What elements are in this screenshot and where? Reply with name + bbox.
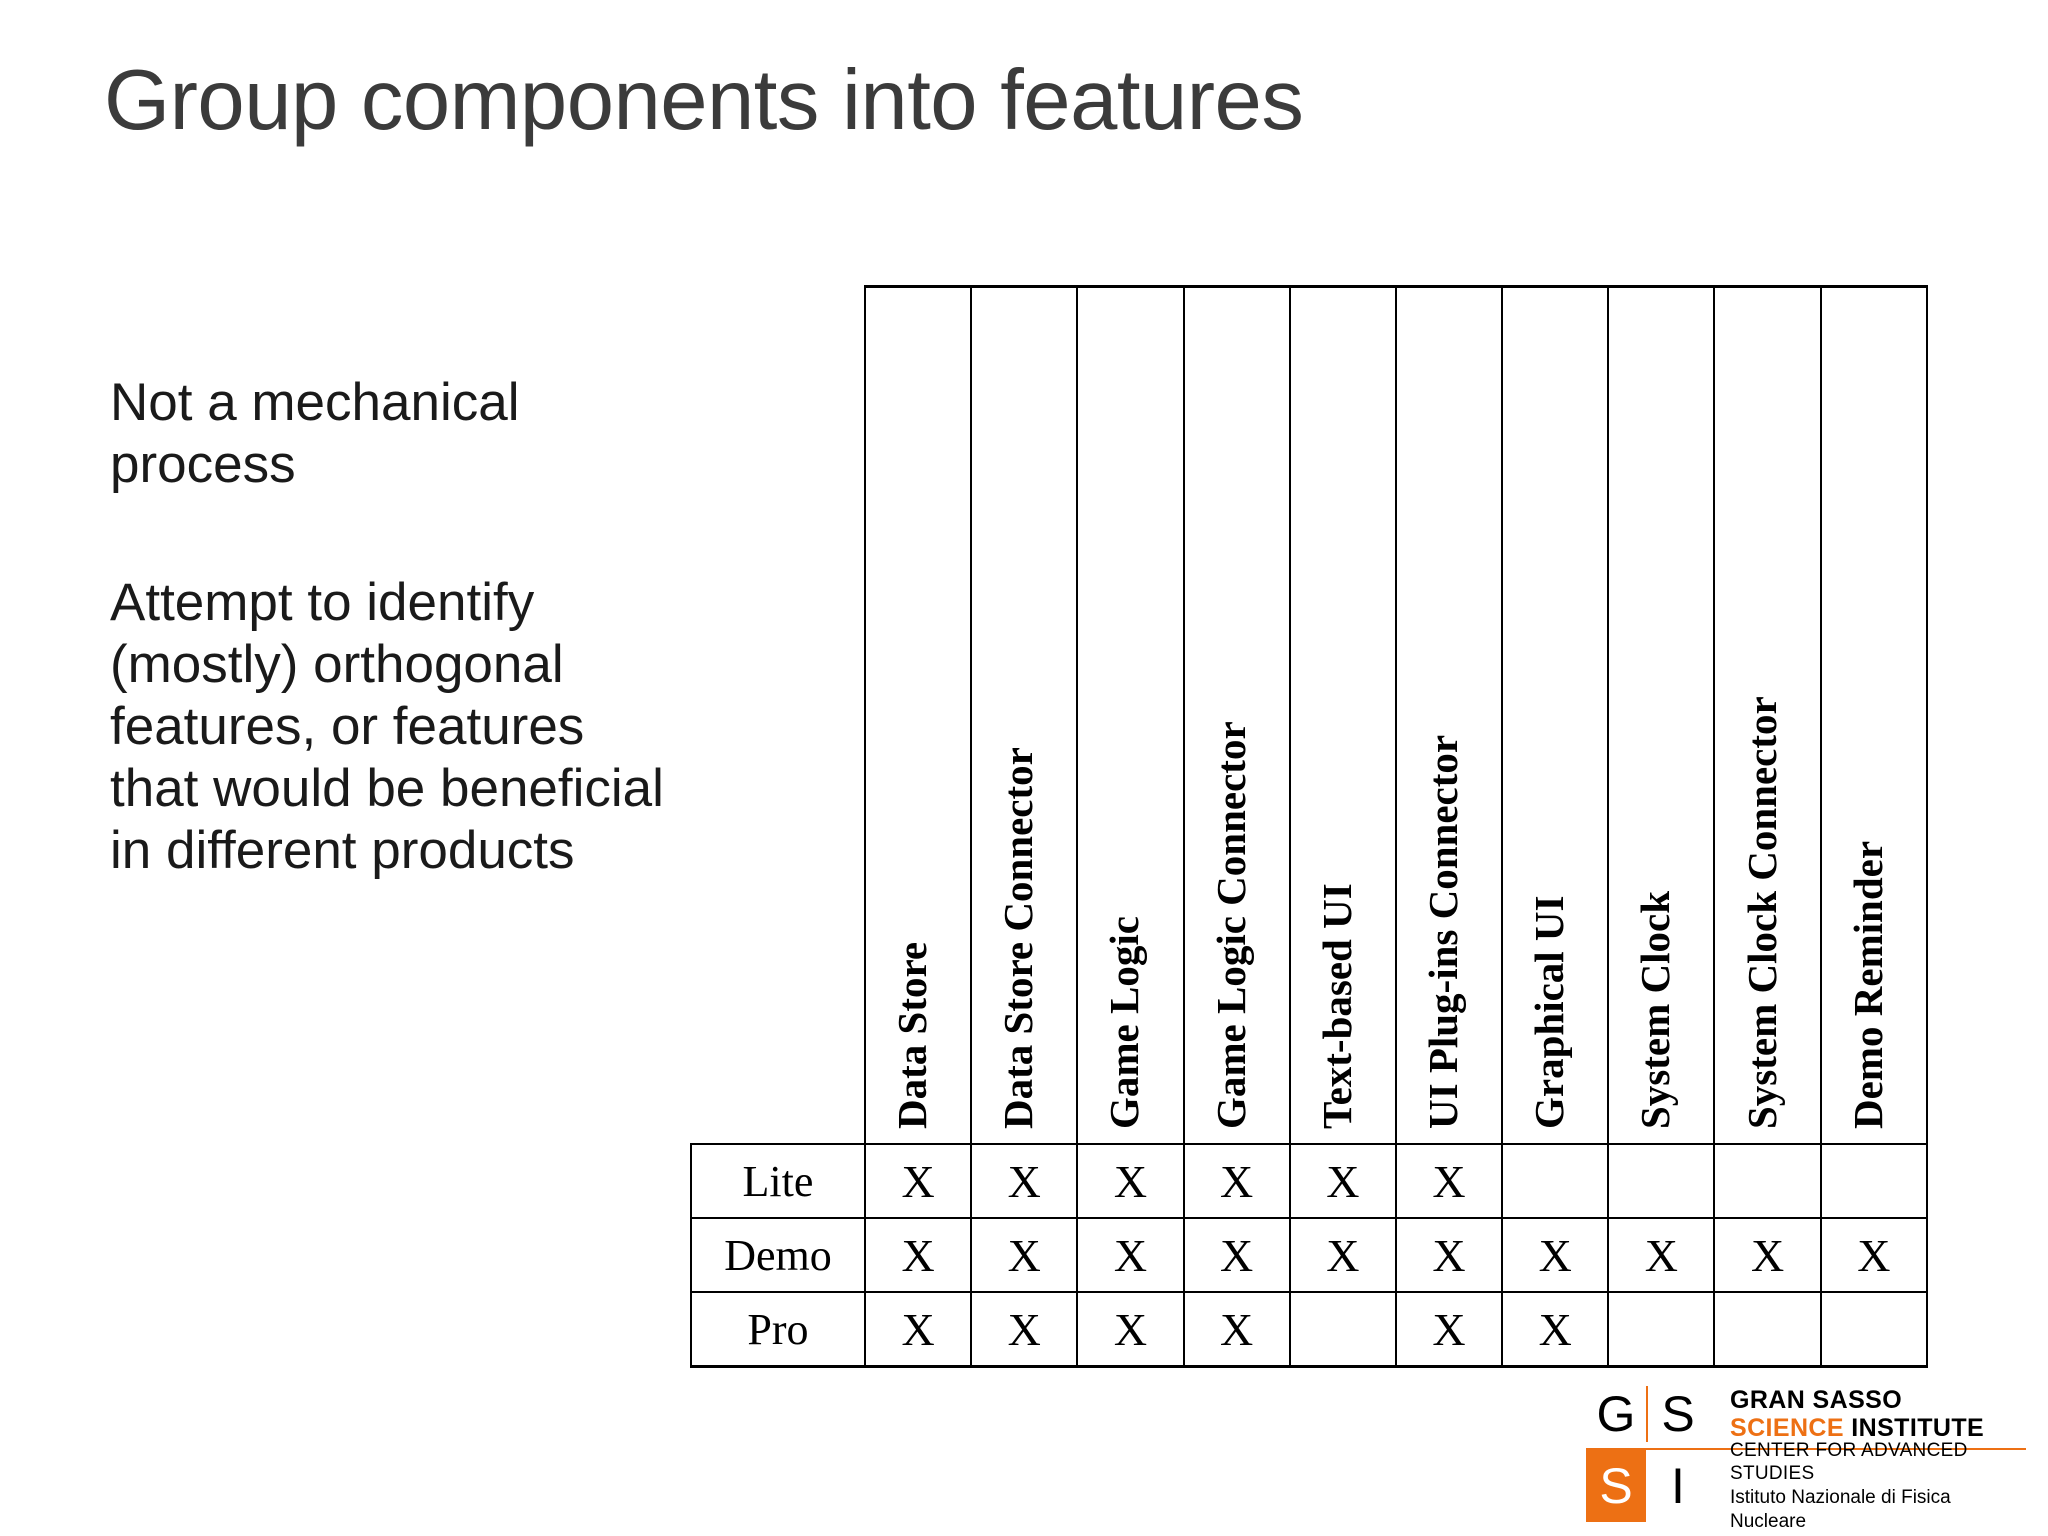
column-header-label: Demo Reminder (1844, 840, 1891, 1129)
matrix-cell: X (970, 1143, 1079, 1219)
matrix-cell: X (1076, 1217, 1185, 1293)
row-label-lite: Lite (690, 1143, 866, 1219)
feature-matrix-table: Data Store Data Store Connector Game Log… (690, 285, 1929, 1368)
column-header-label: Data Store Connector (995, 747, 1042, 1129)
table-row: Lite X X X X X X (690, 1143, 1929, 1219)
column-header-label: System Clock Connector (1738, 696, 1785, 1129)
logo-line-gran-sasso: GRAN SASSO (1730, 1386, 1903, 1414)
matrix-cell (1713, 1143, 1822, 1219)
column-header-label: Graphical UI (1526, 895, 1573, 1130)
column-header-label: Game Logic Connector (1207, 721, 1254, 1129)
gssi-logo: G S GRAN SASSO SCIENCE INSTITUTE S I CEN… (1586, 1380, 2026, 1532)
logo-horizontal-rule (1586, 1448, 2026, 1450)
row-label-pro: Pro (690, 1291, 866, 1368)
matrix-header: Data Store Data Store Connector Game Log… (691, 285, 1929, 1145)
matrix-header-row: Data Store Data Store Connector Game Log… (691, 285, 1929, 1145)
matrix-cell (1501, 1143, 1610, 1219)
matrix-cell: X (1288, 1217, 1397, 1293)
logo-divider (1646, 1386, 1648, 1442)
matrix-cell (1713, 1291, 1822, 1368)
column-header-label: Game Logic (1101, 916, 1148, 1129)
matrix-cell: X (970, 1291, 1079, 1368)
matrix-cell: X (1076, 1143, 1185, 1219)
logo-line-science-institute: SCIENCE INSTITUTE (1730, 1414, 2026, 1442)
matrix-cell (1607, 1291, 1716, 1368)
column-header-text-based-ui: Text-based UI (1288, 285, 1397, 1145)
matrix-cell: X (1394, 1217, 1504, 1293)
column-header-label: Data Store (889, 941, 936, 1129)
column-header-label: UI Plug-ins Connector (1420, 734, 1466, 1129)
logo-letter-s-top: S (1661, 1386, 1695, 1442)
logo-word-institute: INSTITUTE (1851, 1414, 1985, 1442)
matrix-cell: X (1076, 1291, 1185, 1368)
logo-letter-i: I (1671, 1458, 1685, 1514)
matrix-cell: X (1182, 1217, 1291, 1293)
matrix-cell (1288, 1291, 1397, 1368)
matrix-cell: X (970, 1217, 1079, 1293)
column-header-data-store: Data Store (863, 285, 973, 1145)
matrix-cell (1607, 1143, 1716, 1219)
body-paragraph-1: Not a mechanical process (110, 373, 520, 494)
column-header-graphical-ui: Graphical UI (1501, 285, 1610, 1145)
matrix-cell: X (1182, 1143, 1291, 1219)
logo-wordmark-bottom: CENTER FOR ADVANCED STUDIES Istituto Naz… (1708, 1440, 2026, 1532)
column-header-demo-reminder: Demo Reminder (1819, 285, 1929, 1145)
table-row: Demo X X X X X X X X X X (690, 1217, 1929, 1293)
matrix-cell: X (1713, 1217, 1822, 1293)
logo-letter-g: G (1596, 1386, 1636, 1442)
matrix-cell (1819, 1143, 1929, 1219)
column-header-label: Text-based UI (1313, 883, 1360, 1129)
slide-body-text: Not a mechanical process Attempt to iden… (110, 372, 670, 882)
logo-row-bottom: S I CENTER FOR ADVANCED STUDIES Istituto… (1586, 1440, 2026, 1532)
logo-row-top: G S GRAN SASSO SCIENCE INSTITUTE (1586, 1380, 2026, 1448)
matrix-cell: X (1607, 1217, 1716, 1293)
matrix-cell: X (1288, 1143, 1397, 1219)
column-header-data-store-connector: Data Store Connector (970, 285, 1079, 1145)
matrix-cell: X (1394, 1291, 1504, 1368)
matrix-cell: X (1501, 1217, 1610, 1293)
matrix-cell: X (863, 1143, 973, 1219)
matrix-corner-cell (691, 287, 865, 1145)
page-title: Group components into features (104, 53, 1304, 148)
logo-line-center-advanced-studies: CENTER FOR ADVANCED STUDIES (1730, 1439, 1968, 1485)
matrix-cell: X (863, 1217, 973, 1293)
column-header-system-clock-connector: System Clock Connector (1713, 285, 1822, 1145)
matrix-cell: X (1182, 1291, 1291, 1368)
matrix-cell: X (1501, 1291, 1610, 1368)
matrix-cell: X (863, 1291, 973, 1368)
matrix-body: Lite X X X X X X Demo X X X X X X X X X … (690, 1143, 1929, 1368)
column-header-ui-plug-ins-connector: UI Plug-ins Connector (1394, 285, 1504, 1145)
matrix-cell: X (1394, 1143, 1504, 1219)
column-header-system-clock: System Clock (1607, 285, 1716, 1145)
logo-wordmark-top: GRAN SASSO SCIENCE INSTITUTE (1708, 1380, 2026, 1448)
logo-line-infn: Istituto Nazionale di Fisica Nucleare (1730, 1487, 1951, 1532)
matrix-cell (1819, 1291, 1929, 1368)
column-header-game-logic: Game Logic (1076, 285, 1185, 1145)
table-row: Pro X X X X X X (690, 1291, 1929, 1368)
logo-letter-s-box: S (1586, 1450, 1646, 1522)
matrix-cell: X (1819, 1217, 1929, 1293)
logo-word-science: SCIENCE (1730, 1414, 1844, 1442)
column-header-game-logic-connector: Game Logic Connector (1182, 285, 1291, 1145)
column-header-label: System Clock (1632, 890, 1679, 1129)
body-paragraph-2: Attempt to identify (mostly) orthogonal … (110, 573, 664, 880)
row-label-demo: Demo (690, 1217, 866, 1293)
